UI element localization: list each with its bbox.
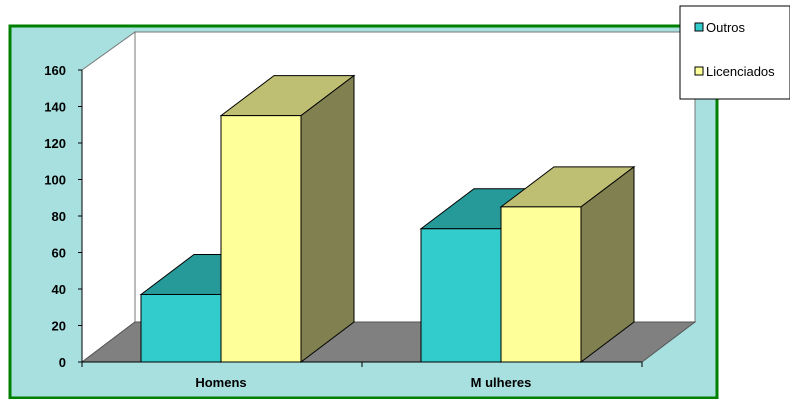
legend: Outros Licenciados bbox=[679, 5, 790, 100]
y-tick-label: 40 bbox=[52, 282, 66, 297]
legend-swatch-outros bbox=[694, 22, 704, 32]
legend-box bbox=[679, 5, 790, 100]
y-tick-label: 60 bbox=[52, 246, 66, 261]
x-tick-label: M ulheres bbox=[471, 375, 532, 390]
legend-swatch-licenciados bbox=[694, 66, 704, 76]
bars-group bbox=[139, 74, 636, 364]
x-tick-label: Homens bbox=[195, 375, 246, 390]
y-tick-label: 100 bbox=[44, 173, 66, 188]
bar-licenciados-1 bbox=[500, 206, 582, 363]
bar-outros-0 bbox=[140, 293, 222, 363]
y-tick-label: 80 bbox=[52, 209, 66, 224]
legend-label-licenciados: Licenciados bbox=[706, 64, 775, 79]
y-tick-label: 120 bbox=[44, 136, 66, 151]
y-tick-label: 160 bbox=[44, 63, 66, 78]
bar-licenciados-0-side bbox=[300, 74, 355, 364]
y-tick-label: 0 bbox=[59, 355, 66, 370]
legend-label-outros: Outros bbox=[706, 20, 746, 35]
x-label-group: Homens M ulheres bbox=[81, 362, 643, 390]
side-wall bbox=[81, 31, 136, 364]
y-tick-label: 20 bbox=[52, 319, 66, 334]
bar-licenciados-0 bbox=[220, 115, 302, 363]
bar-outros-1 bbox=[420, 228, 502, 363]
y-tick-group: 0 20 40 60 80 100 120 140 160 bbox=[44, 63, 82, 370]
y-tick-label: 140 bbox=[44, 100, 66, 115]
